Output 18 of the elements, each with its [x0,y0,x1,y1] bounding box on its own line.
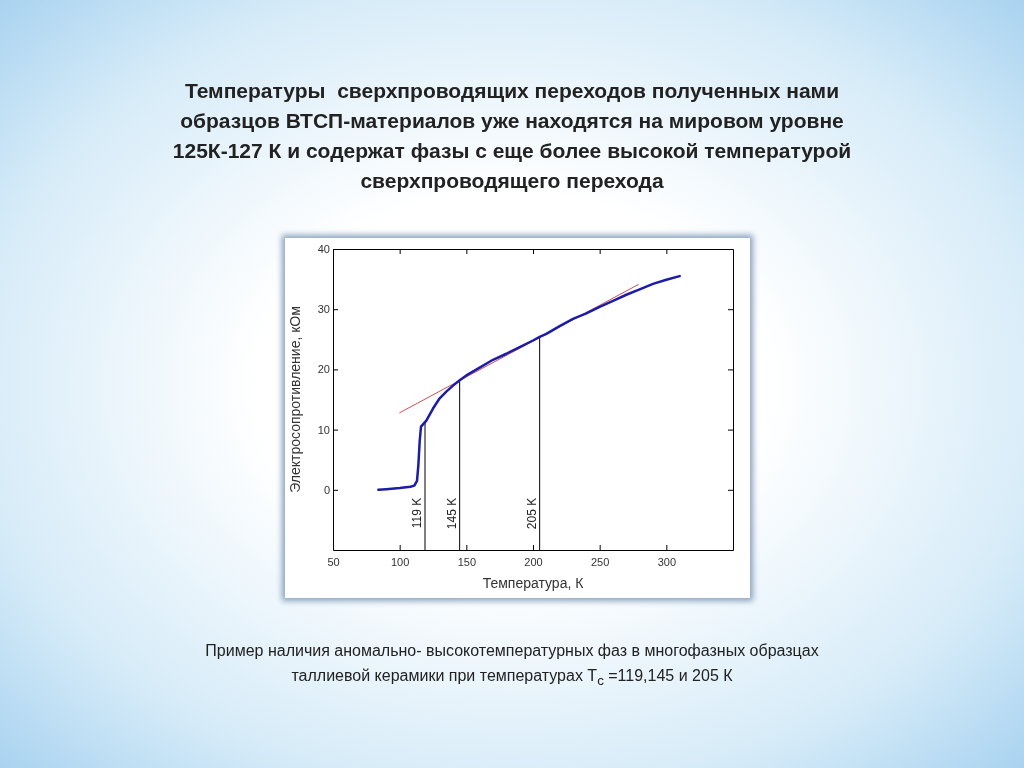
y-tick-label: 40 [317,243,330,256]
x-tick-label: 200 [524,556,543,569]
x-axis-title: Температура, К [482,575,585,591]
y-tick-label: 20 [317,363,330,376]
x-tick-label: 100 [390,556,410,569]
y-tick-label: 10 [317,423,330,436]
text: Пример наличия аномально- высокотемпературных фаз в многофазных образцах таллиевой керамики при температурах T$_{c}$ =119,145 и 205 К [204,641,820,691]
chart-title: Температуры сверхпроводящих переходов полученных нами образцов ВТСП-материалов уже находятся на мировом уровне 125К-127 К и содержат фазы с еще более высокой температурой сверхпроводящего перехода [171,78,853,194]
ref-line-label: 145 K [444,497,459,530]
y-tick-label: 0 [323,483,330,496]
x-tick-label: 300 [657,556,677,569]
y-axis-title: Электросопротивление, кОм [287,306,303,493]
x-tick-label: 250 [590,556,610,569]
x-tick-label: 50 [327,556,340,569]
y-tick-label: 30 [317,303,330,316]
x-tick-label: 150 [457,556,477,569]
ref-line-label: 205 K [524,497,539,530]
ref-line-label: 119 K [410,497,424,529]
